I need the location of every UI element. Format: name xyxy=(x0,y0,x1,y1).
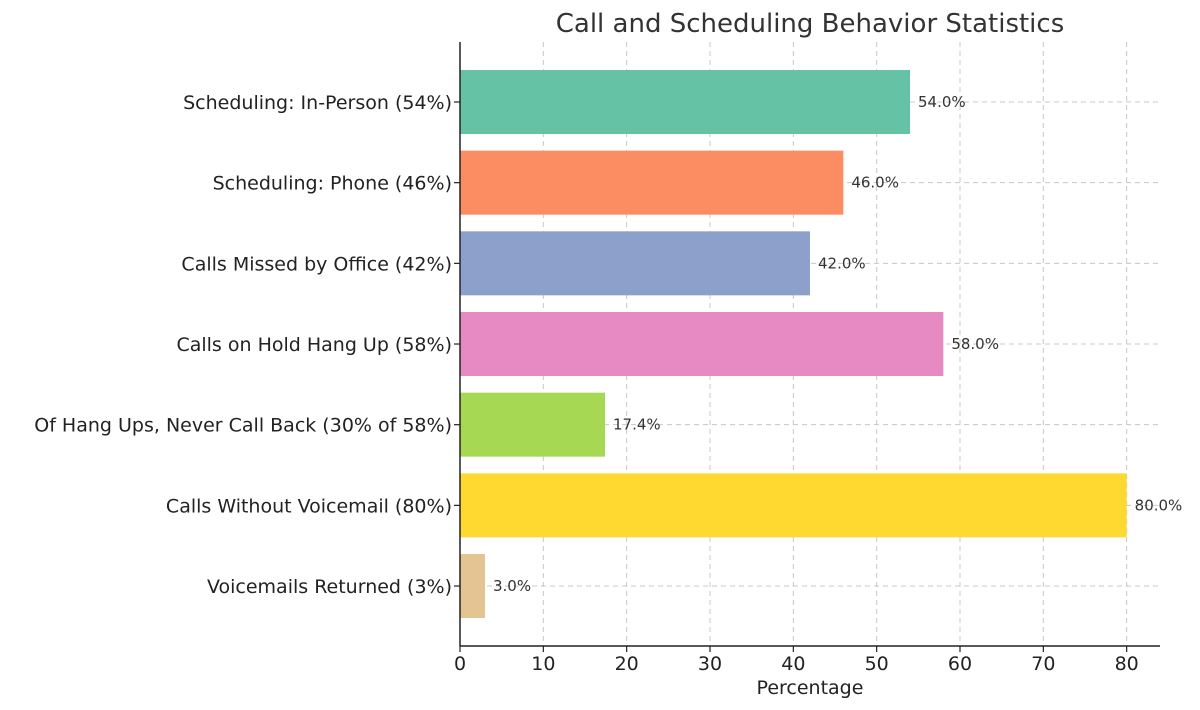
category-labels: Scheduling: In-Person (54%) Scheduling: P… xyxy=(34,92,452,598)
bars-layer xyxy=(460,70,1127,619)
x-tick-label: 80 xyxy=(1115,653,1139,675)
bar xyxy=(460,70,910,134)
bar xyxy=(460,312,944,377)
axes: 0 10 20 30 40 50 60 70 80 xyxy=(454,42,1160,675)
x-tick-label: 70 xyxy=(1031,653,1055,675)
category-label: Calls on Hold Hang Up (58%) xyxy=(176,334,452,356)
x-tick-label: 50 xyxy=(865,653,889,675)
category-label: Scheduling: In-Person (54%) xyxy=(183,92,452,114)
bar xyxy=(460,392,605,457)
chart-title: Call and Scheduling Behavior Statistics xyxy=(556,9,1065,39)
data-label: 46.0% xyxy=(851,174,899,192)
category-label: Calls Missed by Office (42%) xyxy=(181,253,452,275)
bar xyxy=(460,554,485,619)
data-label: 80.0% xyxy=(1135,496,1183,514)
data-label: 3.0% xyxy=(493,577,531,595)
x-tick-label: 20 xyxy=(615,653,639,675)
x-axis-label: Percentage xyxy=(757,677,864,699)
x-tick-label: 40 xyxy=(781,653,805,675)
value-labels: 54.0% 46.0% 42.0% 58.0% 17.4% 80.0% 3.0% xyxy=(493,93,1182,595)
bar xyxy=(460,231,810,296)
category-label: Calls Without Voicemail (80%) xyxy=(166,495,452,517)
bar xyxy=(460,473,1127,538)
category-label: Scheduling: Phone (46%) xyxy=(213,173,452,195)
category-label: Of Hang Ups, Never Call Back (30% of 58%… xyxy=(34,415,452,437)
data-label: 17.4% xyxy=(613,416,661,434)
x-tick-label: 60 xyxy=(948,653,972,675)
x-tick-label: 10 xyxy=(531,653,555,675)
category-label: Voicemails Returned (3%) xyxy=(207,576,452,598)
x-tick-label: 0 xyxy=(454,653,466,675)
data-label: 58.0% xyxy=(951,335,999,353)
bar xyxy=(460,150,844,215)
data-label: 54.0% xyxy=(918,93,966,111)
x-tick-label: 30 xyxy=(698,653,722,675)
data-label: 42.0% xyxy=(818,254,866,272)
